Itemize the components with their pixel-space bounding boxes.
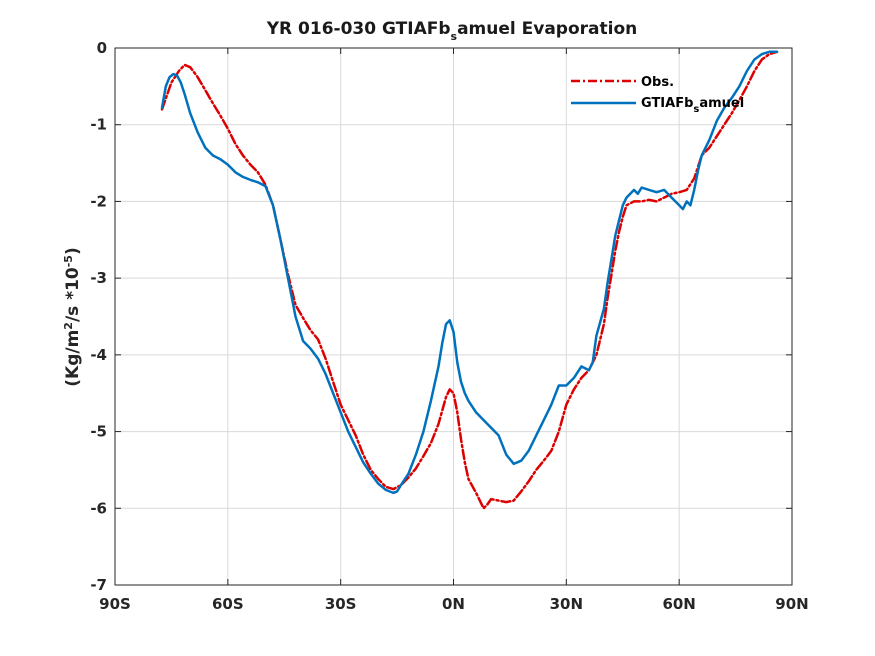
chart-title-subscript: s: [451, 30, 458, 43]
y-tick-label: -5: [90, 423, 107, 441]
y-label-part3: ): [63, 247, 83, 255]
y-tick-label: -4: [90, 346, 107, 364]
y-label-part2: /s *10: [63, 267, 83, 322]
y-label-superscript-1: 2: [62, 322, 75, 330]
x-tick-label: 30S: [325, 595, 357, 613]
series-lines: [160, 50, 779, 510]
x-tick-label: 60N: [662, 595, 695, 613]
legend: Obs. GTIAFbsamuel: [571, 75, 744, 115]
series-line-model: [160, 50, 779, 495]
x-tick-label: 60S: [212, 595, 244, 613]
legend-obs-label: Obs.: [641, 75, 674, 90]
x-tick-label: 90S: [99, 595, 131, 613]
y-tick-label: -7: [90, 576, 107, 594]
axis-ticks: 90S 60S 30S 0N 30N 60N 90N 0 -1 -2 -3 -4 -5 -6 -7: [90, 39, 808, 613]
chart-title-main: YR 016-030 GTIAFb: [266, 19, 451, 39]
chart-title-rest: amuel Evaporation: [457, 19, 637, 39]
grid: [114, 47, 793, 586]
y-axis-label: (Kg/m2/s *10-5): [62, 247, 83, 387]
y-tick-label: -3: [90, 269, 107, 287]
chart-title: YR 016-030 GTIAFbsamuel Evaporation: [266, 19, 638, 43]
series-line-obs: [160, 50, 779, 510]
legend-model-text-subscript: s: [693, 104, 699, 115]
x-tick-label: 90N: [775, 595, 808, 613]
legend-model-text-main: GTIAFb: [641, 96, 693, 111]
y-tick-label: -6: [90, 499, 107, 517]
y-tick-label: -1: [90, 116, 107, 134]
legend-obs-text: Obs.: [641, 75, 674, 90]
y-tick-label: -2: [90, 192, 107, 210]
y-label-part1: (Kg/m: [63, 330, 83, 387]
legend-model-label: GTIAFbsamuel: [641, 96, 744, 115]
x-tick-label: 0N: [442, 595, 465, 613]
y-tick-label: 0: [97, 39, 107, 57]
y-label-superscript-2: -5: [62, 255, 75, 267]
legend-model-text-rest: amuel: [699, 96, 744, 111]
x-tick-label: 30N: [550, 595, 583, 613]
